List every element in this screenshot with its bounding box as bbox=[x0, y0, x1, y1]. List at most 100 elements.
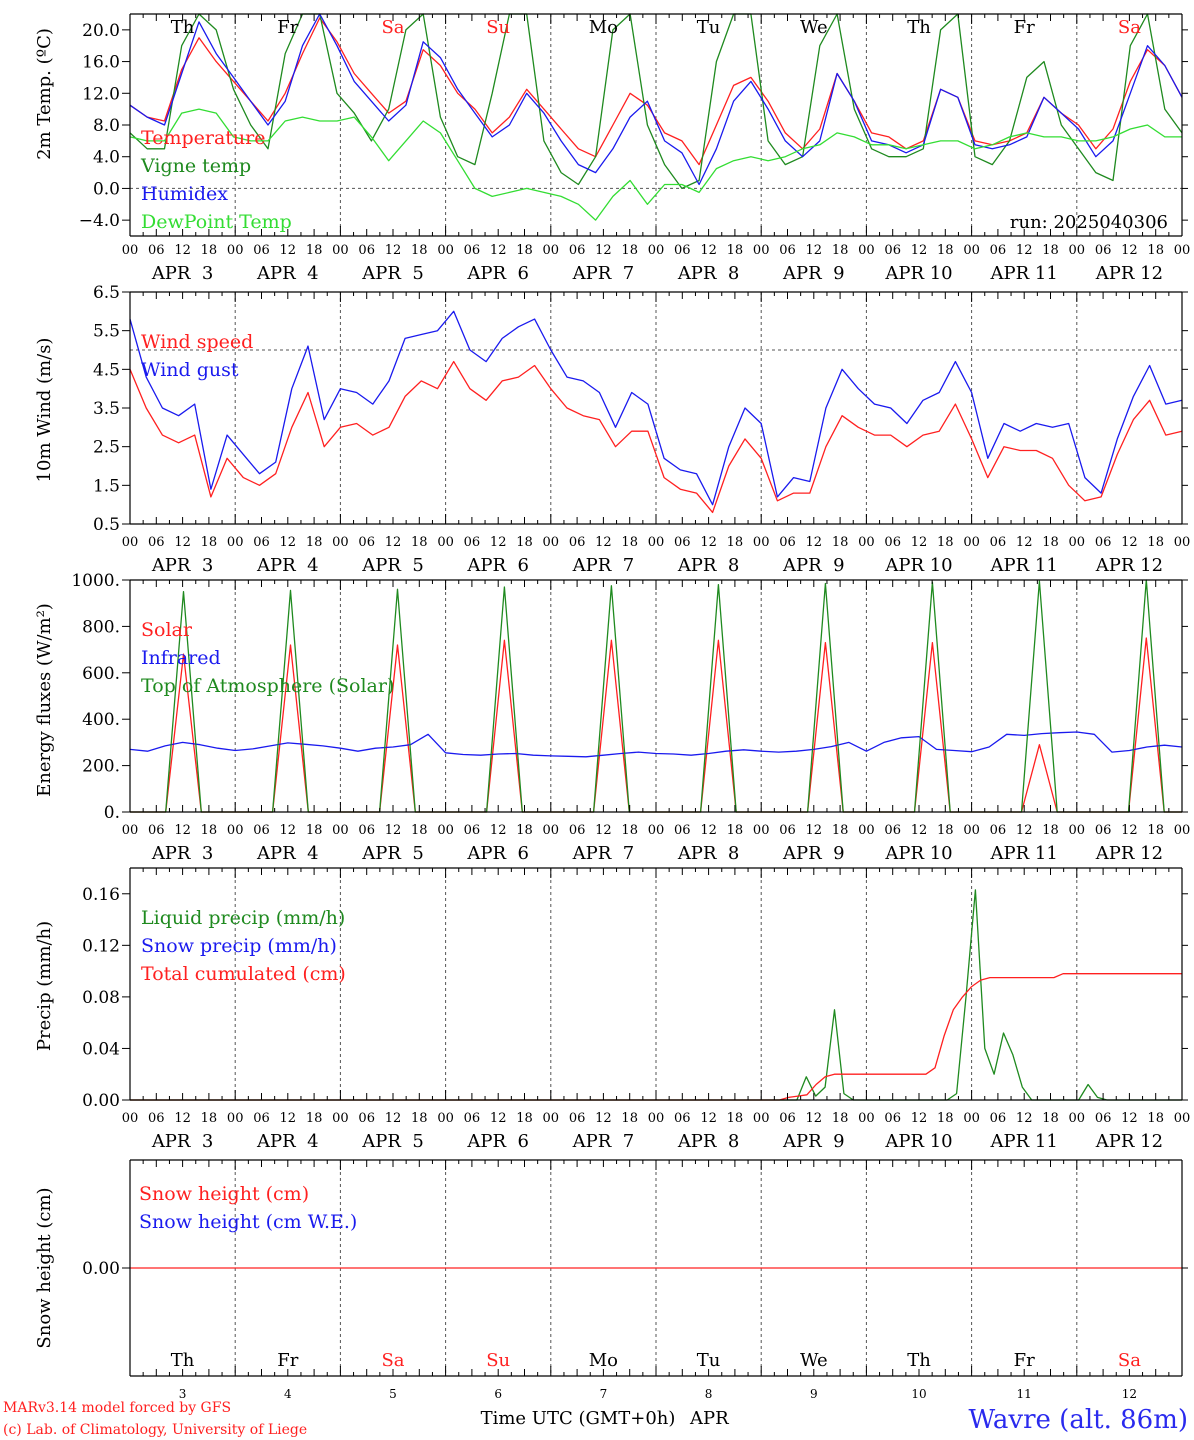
hour-tick-label: 18 bbox=[937, 535, 954, 550]
date-label: APR 5 bbox=[361, 263, 424, 284]
hour-tick-label: 12 bbox=[174, 535, 191, 550]
hour-tick-label: 06 bbox=[253, 243, 270, 258]
y-tick-label: 1.5 bbox=[93, 476, 120, 496]
date-label: APR 7 bbox=[572, 555, 635, 576]
hour-tick-label: 12 bbox=[911, 535, 928, 550]
legend-entry: Total cumulated (cm) bbox=[141, 963, 346, 985]
day-abbr-label: Tu bbox=[697, 1350, 721, 1371]
hour-tick-label: 12 bbox=[280, 823, 297, 838]
hour-tick-label: 18 bbox=[201, 243, 218, 258]
panels: −4.0 0.0 4.0 8.0 12.0 16.0 20.0 2m Temp. (ºC) 00… bbox=[34, 13, 1190, 1401]
y-tick-label: 0.0 bbox=[93, 179, 120, 199]
date-label: APR 10 bbox=[884, 843, 952, 864]
hour-tick-label: 00 bbox=[858, 1111, 875, 1126]
hour-tick-label: 18 bbox=[516, 823, 533, 838]
y-tick-label: 800. bbox=[82, 617, 120, 637]
hour-tick-label: 00 bbox=[437, 243, 454, 258]
day-number-label: 6 bbox=[494, 1387, 502, 1401]
footer: MARv3.14 model forced by GFS (c) Lab. of… bbox=[3, 1400, 1188, 1438]
legend-entry: Snow height (cm W.E.) bbox=[139, 1211, 357, 1233]
hour-tick-label: 18 bbox=[727, 1111, 744, 1126]
series-line-temp-0 bbox=[129, 17, 1183, 166]
hour-tick-label: 18 bbox=[201, 1111, 218, 1126]
date-label: APR 10 bbox=[884, 555, 952, 576]
date-label: APR 7 bbox=[572, 263, 635, 284]
hour-tick-label: 00 bbox=[543, 243, 560, 258]
month-label: APR bbox=[689, 1408, 729, 1429]
hour-tick-label: 06 bbox=[148, 535, 165, 550]
hour-tick-label: 18 bbox=[411, 823, 428, 838]
series-line-wind-1 bbox=[129, 310, 1183, 506]
day-abbr-label: Mo bbox=[589, 1350, 618, 1371]
y-tick-label: −4.0 bbox=[79, 211, 120, 231]
hour-tick-label: 06 bbox=[358, 535, 375, 550]
hour-tick-label: 18 bbox=[727, 535, 744, 550]
hour-tick-label: 12 bbox=[700, 1111, 717, 1126]
date-label: APR 8 bbox=[677, 263, 740, 284]
credit-line-2: (c) Lab. of Climatology, University of L… bbox=[3, 1422, 307, 1438]
hour-tick-label: 00 bbox=[332, 243, 349, 258]
hour-tick-label: 18 bbox=[832, 1111, 849, 1126]
hour-tick-label: 18 bbox=[621, 535, 638, 550]
y-axis-label: Energy fluxes (W/m²) bbox=[34, 603, 55, 797]
hour-tick-label: 06 bbox=[674, 823, 691, 838]
hour-tick-label: 00 bbox=[963, 1111, 980, 1126]
hour-tick-label: 18 bbox=[1042, 823, 1059, 838]
hour-tick-label: 00 bbox=[753, 243, 770, 258]
day-abbr-label: Fr bbox=[277, 1350, 298, 1371]
day-abbr-label: Mo bbox=[589, 17, 618, 38]
hour-tick-label: 12 bbox=[385, 535, 402, 550]
hour-tick-label: 18 bbox=[1147, 535, 1164, 550]
hour-tick-label: 12 bbox=[1121, 1111, 1138, 1126]
hour-tick-label: 18 bbox=[832, 823, 849, 838]
y-tick-label: 0.08 bbox=[82, 988, 120, 1008]
day-abbr-label: Fr bbox=[1014, 17, 1035, 38]
panel-energy: 0. 200. 400. 600. 800. 1000. Energy fluxes (W/… bbox=[34, 571, 1190, 864]
hour-tick-label: 12 bbox=[174, 823, 191, 838]
y-tick-label: 600. bbox=[82, 664, 120, 684]
hour-tick-label: 18 bbox=[516, 1111, 533, 1126]
hour-tick-label: 00 bbox=[437, 1111, 454, 1126]
hour-tick-label: 12 bbox=[1016, 535, 1033, 550]
hour-tick-label: 00 bbox=[753, 535, 770, 550]
hour-tick-label: 00 bbox=[437, 535, 454, 550]
hour-tick-label: 00 bbox=[753, 1111, 770, 1126]
hour-tick-label: 18 bbox=[727, 243, 744, 258]
legend-entry: Snow precip (mm/h) bbox=[141, 935, 337, 957]
hour-tick-label: 12 bbox=[490, 535, 507, 550]
y-tick-label: 200. bbox=[82, 757, 120, 777]
panel-wind: 0.5 1.5 2.5 3.5 4.5 5.5 6.5 10m Wind (m/s) 00 06 1… bbox=[34, 283, 1190, 576]
hour-tick-label: 00 bbox=[648, 243, 665, 258]
hour-tick-label: 12 bbox=[700, 243, 717, 258]
hour-tick-label: 06 bbox=[148, 823, 165, 838]
date-label: APR 6 bbox=[466, 1131, 529, 1152]
hour-tick-label: 00 bbox=[332, 823, 349, 838]
date-label: APR 4 bbox=[256, 1131, 319, 1152]
date-label: APR 12 bbox=[1095, 263, 1163, 284]
hour-tick-label: 18 bbox=[306, 1111, 323, 1126]
date-label: APR 12 bbox=[1095, 555, 1163, 576]
day-number-label: 8 bbox=[705, 1387, 713, 1401]
hour-tick-label: 06 bbox=[779, 535, 796, 550]
hour-tick-label: 06 bbox=[884, 535, 901, 550]
day-number-label: 10 bbox=[911, 1387, 926, 1401]
hour-tick-label: 06 bbox=[253, 823, 270, 838]
panel-precip: 0.00 0.04 0.08 0.12 0.16 Precip (mm/h) 00 06 12 1… bbox=[34, 867, 1190, 1152]
hour-tick-label: 12 bbox=[1016, 1111, 1033, 1126]
hour-tick-label: 06 bbox=[884, 823, 901, 838]
hour-tick-label: 18 bbox=[306, 243, 323, 258]
hour-tick-label: 12 bbox=[280, 1111, 297, 1126]
hour-tick-label: 18 bbox=[937, 1111, 954, 1126]
hour-tick-label: 06 bbox=[990, 823, 1007, 838]
hour-tick-label: 12 bbox=[911, 1111, 928, 1126]
y-tick-label: 0. bbox=[104, 803, 120, 823]
hour-tick-label: 06 bbox=[884, 1111, 901, 1126]
hour-tick-label: 18 bbox=[516, 535, 533, 550]
hour-tick-label: 12 bbox=[595, 535, 612, 550]
y-tick-label: 0.04 bbox=[82, 1039, 120, 1059]
day-abbr-label: Sa bbox=[381, 17, 404, 38]
legend-entry: Wind speed bbox=[141, 331, 253, 353]
hour-tick-label: 00 bbox=[332, 535, 349, 550]
hour-tick-label: 18 bbox=[1147, 1111, 1164, 1126]
day-abbr-label: Th bbox=[907, 1350, 931, 1371]
